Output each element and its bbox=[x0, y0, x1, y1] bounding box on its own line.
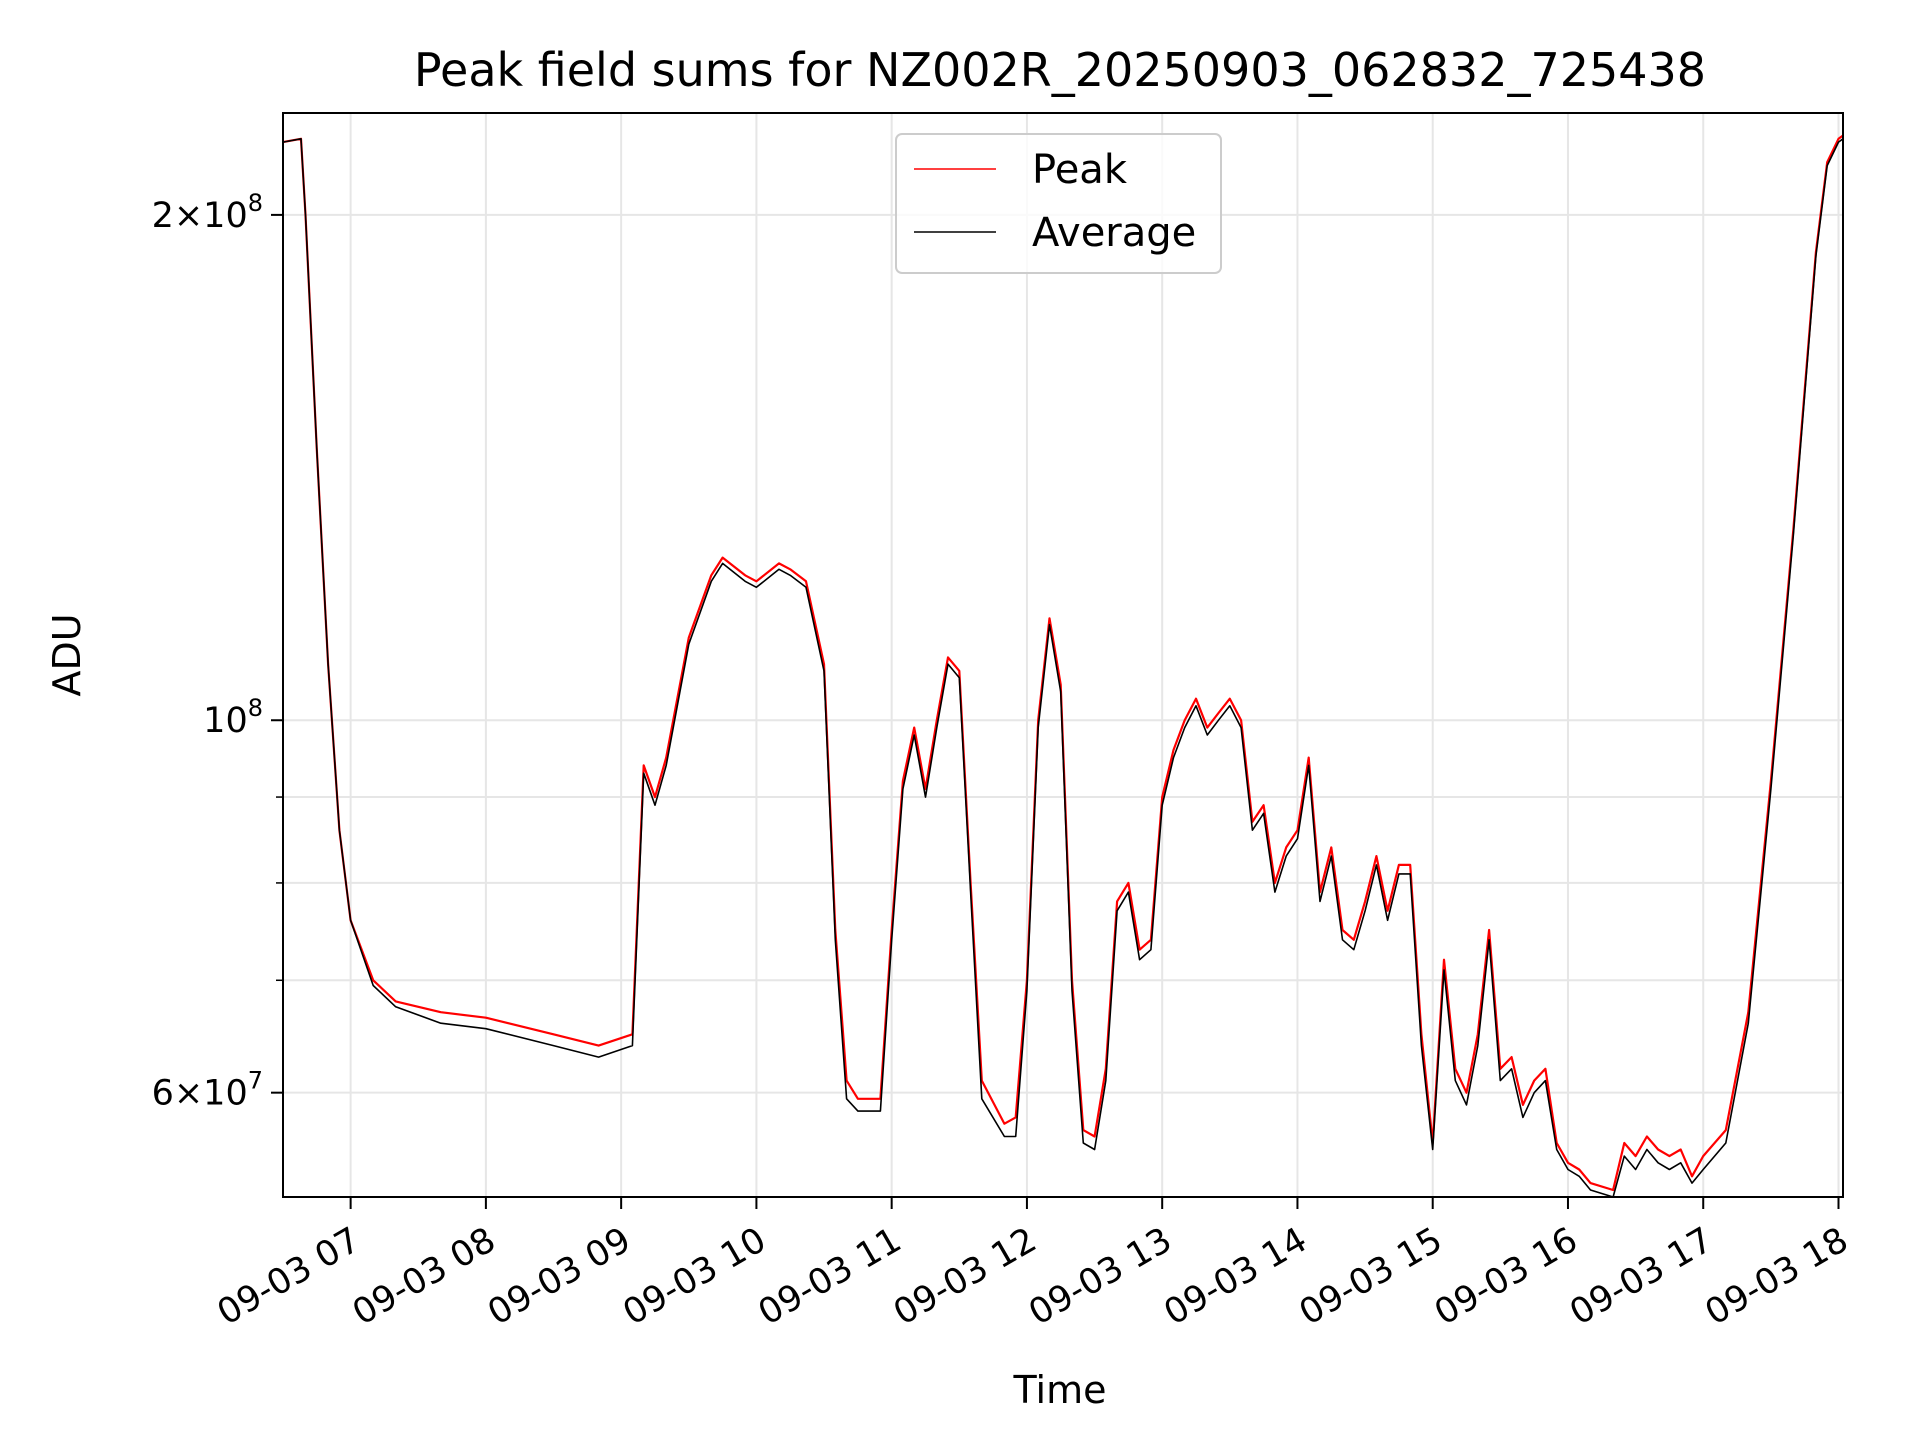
series-layer bbox=[282, 134, 1844, 1198]
y-axis-label: ADU bbox=[45, 613, 89, 696]
series-line-peak bbox=[282, 134, 1844, 1192]
series-line-average bbox=[282, 138, 1844, 1198]
y-tick-label: 2×108 bbox=[152, 189, 263, 236]
axes-frame bbox=[282, 112, 1844, 1198]
y-tick-label: 6×107 bbox=[152, 1067, 263, 1114]
legend: Peak Average bbox=[895, 133, 1222, 274]
legend-average-label: Average bbox=[1032, 210, 1196, 256]
legend-peak-label: Peak bbox=[1032, 147, 1128, 193]
y-tick-label: 108 bbox=[203, 694, 263, 741]
chart-title: Peak field sums for NZ002R_20250903_0628… bbox=[414, 43, 1706, 97]
x-axis-label: Time bbox=[1013, 1368, 1107, 1412]
